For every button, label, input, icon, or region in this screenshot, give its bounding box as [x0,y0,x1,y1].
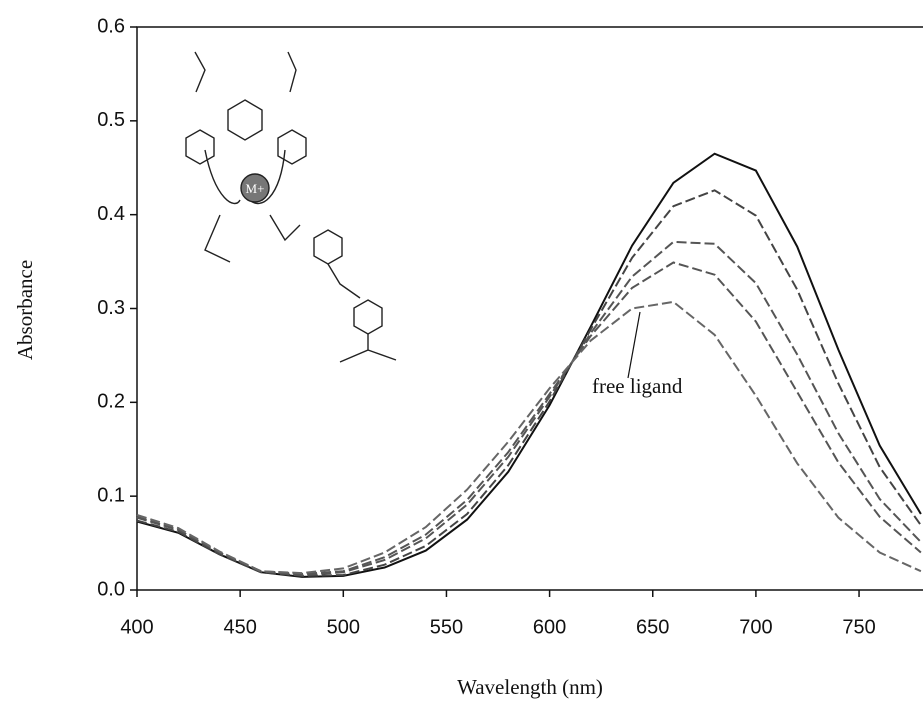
structure [185,51,397,363]
x-tick-label: 650 [636,616,669,638]
y-tick-label: 0.3 [97,297,125,319]
annotation: free ligand [592,374,683,398]
spectrum-line [136,261,922,576]
x-tick-label: 700 [739,616,772,638]
annotation-pointer [627,311,641,379]
y-tick-label: 0.1 [97,484,125,506]
y-tick-label: 0.4 [97,203,125,225]
structure-label: M+ [246,181,265,196]
y-tick-label: 0.5 [97,109,125,131]
y-tick-label: 0.6 [97,15,125,37]
x-tick-label: 500 [327,616,360,638]
y-axis-label: Absorbance [13,260,37,360]
x-tick-label: 400 [120,616,153,638]
x-tick-label: 550 [430,616,463,638]
x-axis-label: Wavelength (nm) [457,675,603,699]
y-tick-label: 0.2 [97,391,125,413]
x-tick-label: 450 [223,616,256,638]
x-tick-label: 600 [533,616,566,638]
x-tick-label: 750 [842,616,875,638]
spectrum-line [136,300,922,575]
spectrum-line [136,189,922,577]
y-tick-label: 0.0 [97,578,125,600]
spectrum-line [136,240,922,577]
